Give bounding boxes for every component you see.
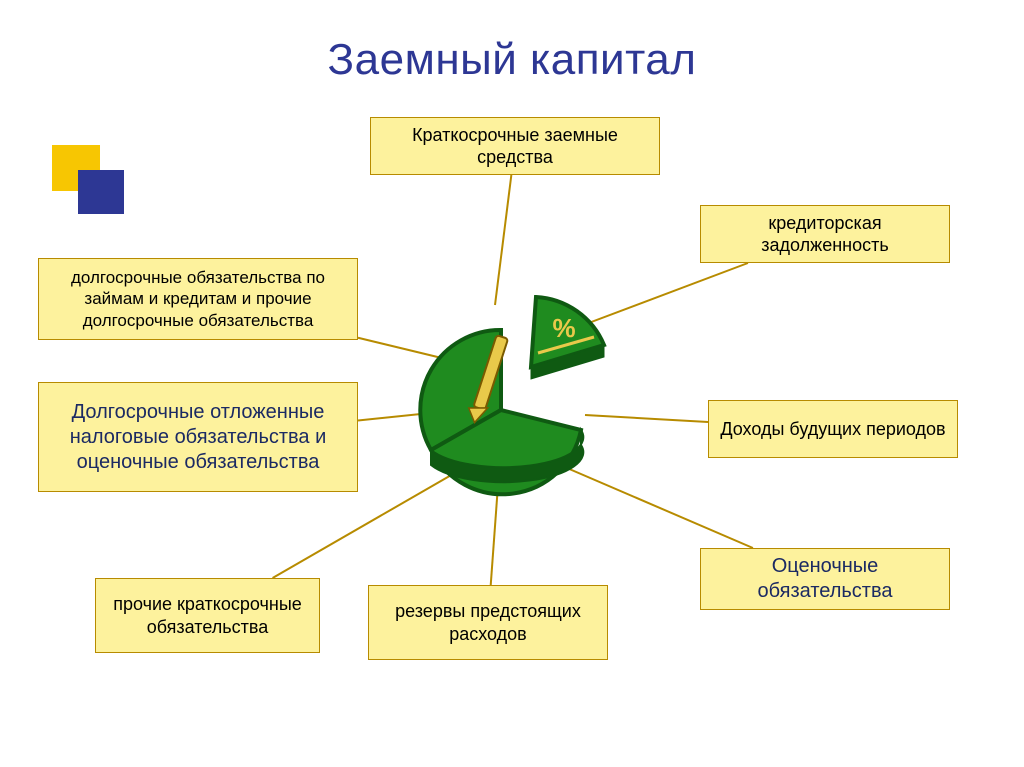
diagram-box-accounts_payable: кредиторская задолженность [700, 205, 950, 263]
diagram-box-other_short_term: прочие краткосрочные обязательства [95, 578, 320, 653]
svg-text:%: % [552, 313, 575, 343]
diagram-box-future_income: Доходы будущих периодов [708, 400, 958, 458]
diagram-box-label: Оценочные обязательства [711, 554, 939, 604]
diagram-box-reserves: резервы предстоящих расходов [368, 585, 608, 660]
decor-square-blue [78, 170, 124, 214]
diagram-box-label: резервы предстоящих расходов [379, 600, 597, 645]
diagram-box-deferred_tax: Долгосрочные отложенные налоговые обязат… [38, 382, 358, 492]
diagram-box-short_term_borrowed: Краткосрочные заемные средства [370, 117, 660, 175]
diagram-box-label: кредиторская задолженность [711, 212, 939, 257]
diagram-box-label: долгосрочные обязательства по займам и к… [49, 267, 347, 331]
diagram-box-label: прочие краткосрочные обязательства [106, 593, 309, 638]
page-title: Заемный капитал [0, 35, 1024, 85]
diagram-box-label: Доходы будущих периодов [720, 418, 945, 441]
diagram-box-label: Краткосрочные заемные средства [381, 124, 649, 169]
diagram-box-label: Долгосрочные отложенные налоговые обязат… [49, 400, 347, 475]
diagram-box-long_term_loans: долгосрочные обязательства по займам и к… [38, 258, 358, 340]
pie-chart-icon: % [406, 295, 616, 505]
diagram-box-estimated_liabilities: Оценочные обязательства [700, 548, 950, 610]
